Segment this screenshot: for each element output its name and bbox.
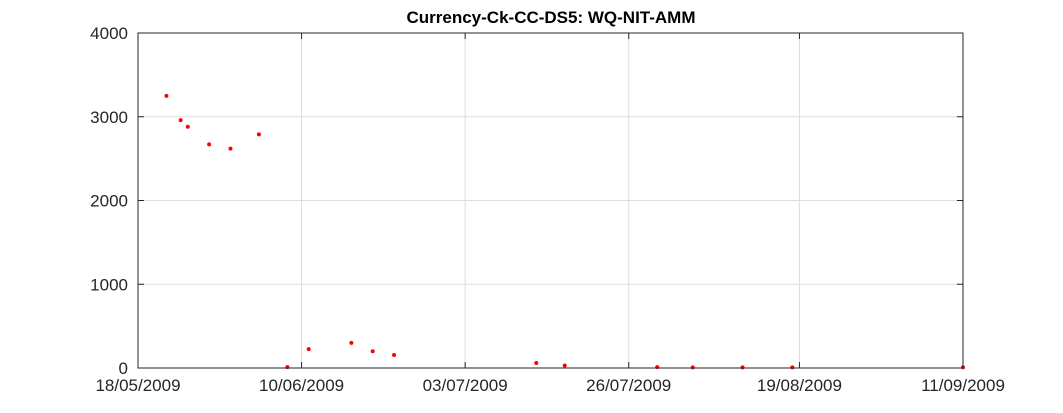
y-tick-label: 3000 [90, 108, 128, 127]
y-tick-label: 0 [119, 359, 128, 378]
data-point [562, 363, 567, 368]
data-point [256, 132, 261, 137]
y-tick-label: 2000 [90, 192, 128, 211]
x-tick-label: 10/06/2009 [259, 376, 344, 395]
x-tick-label: 11/09/2009 [921, 376, 1005, 395]
data-point [185, 124, 190, 129]
data-point [178, 118, 183, 123]
data-point [349, 340, 354, 345]
y-axis: 0 1000 2000 3000 4000 [90, 24, 963, 378]
y-tick-label: 4000 [90, 24, 128, 43]
data-point [370, 349, 375, 354]
data-point [740, 365, 745, 370]
data-point [392, 353, 397, 358]
data-point [164, 93, 169, 98]
chart-title: Currency-Ck-CC-DS5: WQ-NIT-AMM [407, 8, 696, 27]
x-tick-label: 03/07/2009 [423, 376, 508, 395]
data-point [655, 365, 660, 370]
data-point [207, 142, 212, 147]
plot-area: 18/05/2009 10/06/2009 03/07/2009 26/07/2009… [90, 24, 1005, 395]
x-tick-label: 26/07/2009 [586, 376, 671, 395]
x-tick-label: 18/05/2009 [95, 376, 180, 395]
data-point [690, 365, 695, 370]
data-point [306, 347, 311, 352]
data-point [228, 146, 233, 151]
data-point [285, 365, 290, 370]
x-axis: 18/05/2009 10/06/2009 03/07/2009 26/07/2009… [95, 33, 1005, 395]
data-point [790, 365, 795, 370]
data-point [534, 360, 539, 365]
y-tick-label: 1000 [90, 275, 128, 294]
x-tick-label: 19/08/2009 [757, 376, 842, 395]
